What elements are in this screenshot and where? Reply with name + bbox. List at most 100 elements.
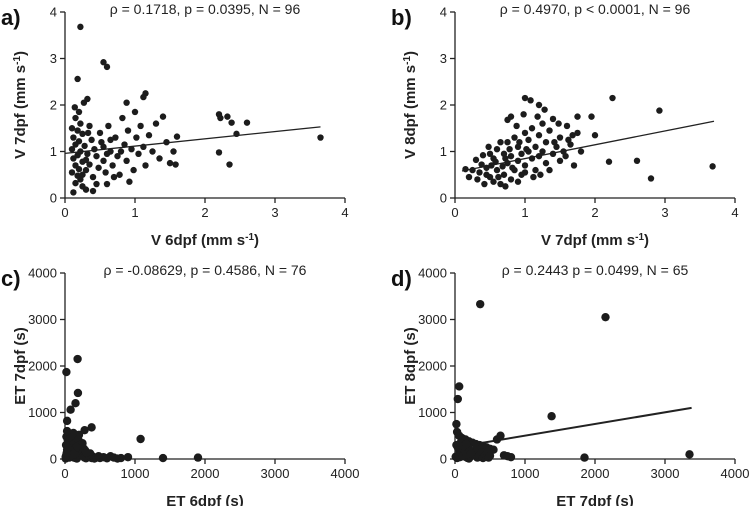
data-point — [82, 166, 90, 174]
data-point — [483, 171, 490, 178]
data-point — [476, 299, 485, 309]
data-point — [591, 132, 599, 139]
data-point — [100, 59, 107, 66]
data-point — [79, 130, 86, 138]
chart-panel-2: 0 1 2 3 4 0 1 2 3 4 V 7dpf (mm s-1) V 8dpf (mm s-1)… — [391, 1, 739, 249]
data-point — [514, 157, 522, 164]
data-point — [100, 157, 107, 164]
data-point — [520, 111, 527, 118]
data-point — [476, 169, 483, 176]
data-point — [490, 178, 497, 185]
data-point — [74, 127, 81, 134]
data-point — [546, 166, 553, 174]
data-point — [82, 448, 91, 457]
x-tick-label: 2000 — [191, 466, 220, 481]
panel-label: c) — [1, 266, 21, 291]
data-point — [117, 148, 125, 155]
y-tick-label: 0 — [50, 452, 57, 467]
x-axis-label: ET 6dpf (s) — [166, 493, 244, 506]
data-point — [577, 148, 585, 155]
data-point — [521, 162, 529, 169]
data-point — [77, 23, 84, 31]
data-point — [542, 159, 550, 167]
data-point — [77, 120, 84, 127]
data-point — [82, 156, 90, 164]
x-tick-label: 4 — [731, 205, 738, 220]
data-point — [465, 173, 473, 181]
data-point — [74, 75, 81, 83]
data-point — [523, 145, 530, 153]
data-point — [485, 451, 495, 460]
data-point — [525, 136, 532, 144]
y-tick-label: 2000 — [28, 359, 57, 374]
y-tick-label: 3000 — [418, 312, 447, 327]
data-point — [243, 119, 251, 126]
data-point — [504, 116, 511, 124]
data-point — [107, 136, 114, 144]
chart-panel-3: 0 1000 2000 3000 4000 0 1000 2000 3000 4000 ET 6dp… — [1, 262, 359, 506]
data-point — [135, 150, 142, 158]
data-point — [136, 434, 145, 444]
y-axis-label: ET 7dpf (s) — [12, 327, 29, 405]
data-point — [462, 439, 471, 449]
data-point — [551, 139, 558, 146]
x-tick-label: 3000 — [651, 466, 680, 481]
data-point — [535, 152, 543, 160]
data-point — [69, 450, 78, 459]
data-point — [495, 173, 502, 181]
data-point — [131, 108, 139, 116]
data-point — [462, 165, 469, 173]
data-point — [500, 171, 508, 178]
data-point — [96, 129, 104, 137]
data-point — [485, 143, 492, 151]
data-point — [502, 183, 509, 190]
y-tick-label: 3 — [440, 51, 447, 66]
data-point — [121, 141, 128, 148]
data-point — [73, 388, 83, 398]
data-point — [226, 161, 233, 168]
data-point — [532, 143, 539, 151]
data-point — [492, 158, 499, 165]
data-point — [511, 134, 518, 141]
data-point — [62, 367, 71, 377]
data-point — [123, 157, 130, 164]
data-point — [574, 129, 581, 137]
data-point — [549, 150, 557, 158]
x-tick-label: 2 — [591, 205, 598, 220]
y-tick-label: 0 — [440, 191, 447, 206]
data-point — [170, 148, 177, 155]
data-point — [224, 113, 231, 120]
stats-annotation: ρ = 0.2443 p = 0.0499, N = 65 — [502, 262, 689, 278]
data-point — [193, 453, 203, 462]
y-tick-label: 4 — [50, 5, 57, 20]
stats-annotation: ρ = 0.4970, p < 0.0001, N = 96 — [500, 1, 691, 17]
y-tick-label: 2 — [440, 98, 447, 113]
data-point — [580, 453, 589, 462]
data-point — [95, 164, 102, 171]
x-axis-label: V 7dpf (mm s-1) — [541, 232, 649, 250]
data-point — [163, 139, 170, 146]
data-point — [466, 449, 476, 458]
data-point — [166, 159, 174, 167]
y-tick-label: 4000 — [28, 266, 57, 281]
data-point — [87, 423, 96, 432]
x-tick-label: 1000 — [121, 466, 150, 481]
x-tick-label: 0 — [61, 205, 68, 220]
data-point — [528, 125, 536, 132]
data-point — [71, 399, 80, 408]
data-point — [555, 120, 562, 127]
data-point — [86, 161, 93, 168]
data-point — [488, 162, 495, 169]
data-point — [514, 178, 522, 185]
data-point — [506, 452, 516, 462]
x-tick-label: 2 — [201, 205, 208, 220]
data-point — [556, 134, 564, 141]
data-point — [103, 150, 111, 158]
data-point — [507, 176, 515, 183]
regression-line — [461, 120, 715, 172]
x-tick-label: 0 — [61, 466, 68, 481]
data-point — [215, 149, 223, 156]
panel-label: b) — [391, 5, 412, 30]
data-point — [521, 129, 529, 137]
